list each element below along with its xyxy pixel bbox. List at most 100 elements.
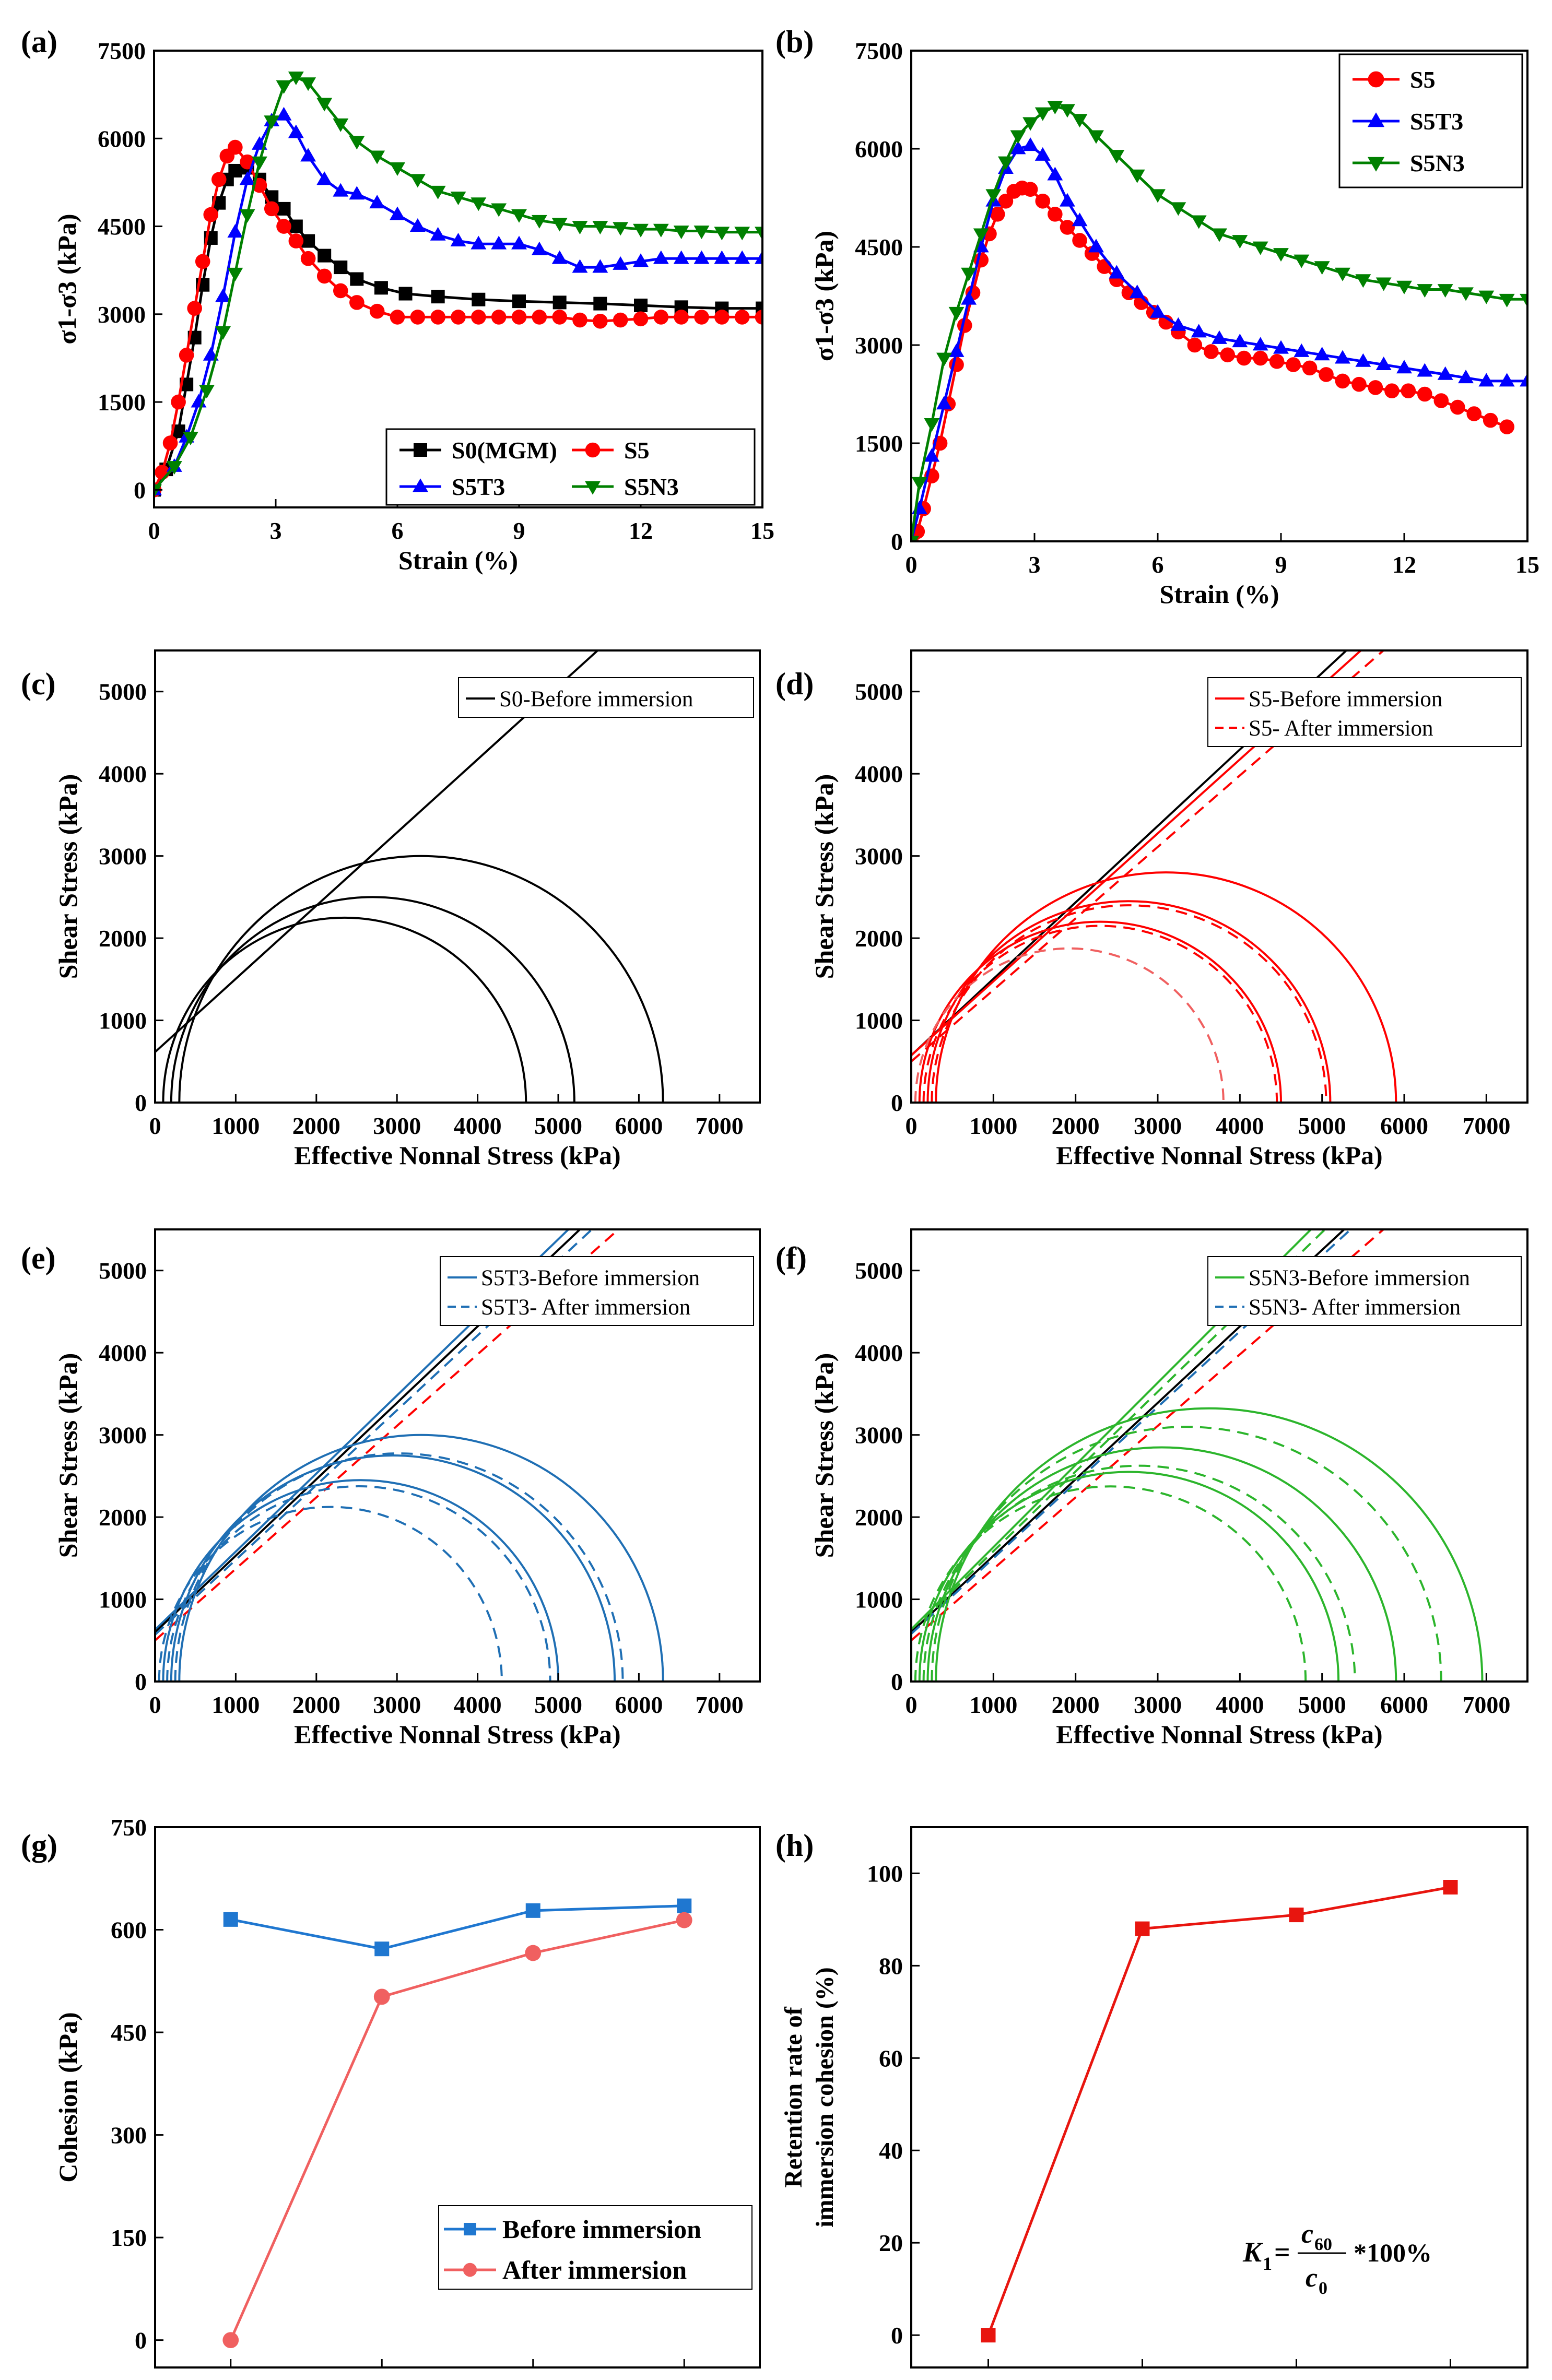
mohr-circle	[931, 904, 1327, 1103]
panel-b: (b) 0 3 6 9 12 15 0 1500 3000 4500 6000 7500 Strain (…	[775, 25, 1539, 609]
y-tick-label: 1500	[855, 430, 903, 457]
marker-circle	[1269, 354, 1285, 369]
marker-square	[552, 295, 567, 310]
marker-circle	[1187, 337, 1203, 353]
marker-square	[431, 290, 445, 304]
legend-label: S5T3- After immersion	[481, 1295, 690, 1320]
mohr-circle	[162, 916, 527, 1103]
y-tick-label: 3000	[98, 301, 146, 328]
marker-triangle-down	[973, 228, 989, 242]
marker-circle	[990, 207, 1005, 222]
marker-triangle-down	[166, 461, 182, 475]
marker-triangle	[693, 250, 710, 264]
marker-circle	[195, 254, 210, 269]
marker-square	[512, 294, 526, 309]
x-tick-label: 2000	[1052, 1112, 1100, 1139]
marker-triangle-down	[714, 227, 730, 241]
marker-square	[1135, 1921, 1150, 1936]
x-axis-label: Effective Nonnal Stress (kPa)	[294, 1141, 620, 1170]
marker-square	[318, 248, 332, 263]
marker-circle	[998, 193, 1014, 209]
marker-circle	[390, 310, 405, 325]
y-tick-label: 5000	[855, 1258, 903, 1284]
marker-triangle-down	[1088, 130, 1104, 144]
marker-square	[301, 234, 315, 248]
x-tick-label: 4000	[454, 1691, 502, 1718]
marker-triangle	[1170, 317, 1186, 331]
marker-triangle	[1355, 353, 1371, 367]
marker-circle	[714, 310, 730, 325]
marker-triangle-down	[409, 174, 426, 188]
marker-circle	[179, 348, 194, 363]
marker-circle	[349, 295, 365, 310]
formula-rhs: *100%	[1354, 2238, 1432, 2267]
marker-triangle-down	[1252, 241, 1268, 255]
marker-circle	[222, 2332, 239, 2348]
x-tick-label: 0	[906, 1112, 918, 1139]
marker-triangle	[1109, 265, 1125, 279]
y-tick-label: 0	[134, 477, 146, 503]
y-axis-label: Shear Stress (kPa)	[809, 774, 839, 979]
y-tick-label: 4000	[99, 761, 147, 787]
marker-triangle-down	[592, 221, 608, 235]
panel-label: (d)	[775, 667, 814, 701]
y-tick-label: 0	[891, 1090, 903, 1116]
marker-triangle-down	[1034, 107, 1051, 121]
marker-triangle	[653, 250, 669, 264]
marker-circle	[1351, 376, 1367, 392]
marker-square	[334, 261, 348, 275]
y-tick-label: 6000	[855, 136, 903, 162]
plot-frame	[910, 50, 1529, 542]
marker-triangle	[1335, 350, 1350, 364]
marker-circle	[1450, 399, 1465, 415]
x-tick-label: 3	[270, 517, 282, 544]
panel-label: (e)	[21, 1241, 56, 1275]
marker-triangle-down	[1010, 130, 1026, 144]
formula-den-sub: 0	[1319, 2279, 1327, 2298]
marker-circle	[1035, 193, 1051, 209]
x-tick-label: 2000	[292, 1691, 340, 1718]
y-tick-label: 0	[135, 2327, 147, 2354]
marker-circle	[471, 310, 486, 325]
plot-area	[911, 1229, 1484, 1682]
marker-circle	[1220, 347, 1236, 363]
y-tick-label: 7500	[98, 38, 146, 64]
plot-frame	[153, 50, 763, 508]
marker-triangle	[714, 250, 730, 264]
y-axis-label: σ1-σ3 (kPa)	[809, 231, 839, 361]
marker-square	[398, 287, 413, 301]
y-tick-label: 3000	[855, 332, 903, 359]
legend-box	[385, 428, 756, 506]
marker-triangle	[1072, 212, 1088, 227]
panel-label: (b)	[775, 25, 814, 59]
x-tick-label: 6	[392, 517, 404, 544]
x-tick-label: 3000	[1134, 1691, 1182, 1718]
marker-triangle	[239, 171, 255, 185]
marker-triangle	[1059, 193, 1075, 207]
marker-circle	[734, 310, 750, 325]
series-line-S5	[911, 186, 1508, 541]
envelope-line	[911, 650, 1348, 1056]
panel-e: (e) 0 1000 2000 3000 4000 5000 6000 7000 0 1000 200…	[21, 1228, 761, 1749]
marker-triangle	[1034, 147, 1051, 161]
formula-num-sub: 60	[1314, 2235, 1332, 2254]
x-axis-label: Effective Nonnal Stress (kPa)	[1056, 1141, 1382, 1170]
series-line-S5N3	[154, 75, 762, 491]
y-tick-label: 40	[879, 2137, 903, 2164]
y-axis-label: Shear Stress (kPa)	[53, 1353, 83, 1558]
panel-label: (h)	[775, 1828, 814, 1863]
marker-circle	[316, 268, 332, 284]
marker-triangle-down	[316, 98, 333, 112]
y-tick-label: 1000	[855, 1586, 903, 1613]
marker-triangle	[316, 171, 333, 185]
marker-triangle-down	[239, 209, 255, 223]
marker-circle	[300, 251, 316, 266]
marker-triangle-down	[1335, 267, 1350, 281]
axis-ticks: S0(MGM)S5S5T3S5N30150300450600750	[111, 1814, 685, 2367]
marker-square	[464, 2223, 476, 2235]
series-line-After immersion	[229, 1919, 685, 2341]
marker-triangle-down	[673, 226, 689, 240]
marker-triangle-down	[491, 203, 507, 217]
marker-circle	[674, 310, 689, 325]
